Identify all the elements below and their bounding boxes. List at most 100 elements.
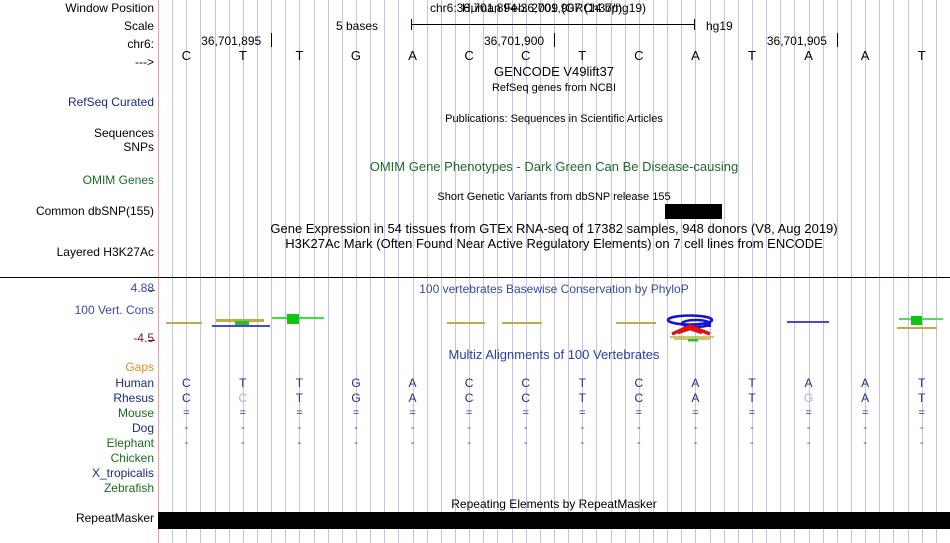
- alignment-cell: G: [351, 391, 361, 405]
- label-repeatmasker[interactable]: RepeatMasker: [75, 511, 154, 525]
- alignment-cell: =: [352, 407, 360, 419]
- assembly-title: Human Feb. 2009 (GRCh37/hg19): [461, 1, 647, 15]
- alignment-cell: =: [409, 407, 416, 419]
- label-100vert-cons[interactable]: 100 Vert. Cons: [74, 303, 154, 317]
- alignment-row-mouse: = = = = = = = = = = = = = =: [158, 407, 950, 420]
- alignment-cell: C: [238, 391, 248, 405]
- alignment-cell: C: [181, 376, 191, 390]
- alignment-cell: T: [239, 376, 247, 390]
- alignment-cell: T: [748, 391, 756, 405]
- alignment-cell: T: [918, 376, 926, 390]
- label-species-gaps: Gaps: [125, 360, 154, 374]
- alignment-cell: -: [750, 437, 754, 449]
- alignment-cell: T: [295, 376, 304, 390]
- alignment-cell: -: [410, 437, 415, 449]
- publications-track-title: Publications: Sequences in Scientific Ar…: [445, 113, 663, 125]
- left-boundary-rule: [158, 0, 159, 543]
- alignment-cell: -: [354, 437, 358, 449]
- alignment-cell: -: [354, 422, 358, 434]
- label-species-zebrafish[interactable]: Zebrafish: [103, 481, 154, 495]
- alignment-cell: C: [521, 391, 531, 405]
- alignment-cell: -: [863, 422, 867, 434]
- alignment-cell: =: [579, 407, 586, 419]
- repeatmasker-feature-bar[interactable]: [158, 512, 950, 529]
- alignment-cell: -: [241, 422, 245, 434]
- alignment-cell: =: [748, 407, 756, 419]
- label-species-xtropicalis[interactable]: X_tropicalis: [91, 466, 154, 480]
- alignment-cell: A: [691, 391, 700, 405]
- dbsnp-variant-block[interactable]: [665, 204, 722, 219]
- sequence-base: T: [748, 48, 756, 63]
- cons-mark: [897, 327, 937, 329]
- conservation-track-separator: [0, 277, 950, 278]
- cons-mark-green-peak: [287, 314, 299, 324]
- alignment-cell: -: [919, 422, 924, 434]
- label-common-dbsnp[interactable]: Common dbSNP(155): [35, 204, 154, 218]
- ruler-tick-mark: [836, 33, 838, 47]
- cons-axis-max-tick: [148, 290, 155, 291]
- alignment-cell: C: [521, 376, 531, 390]
- cons-mark: [502, 322, 542, 324]
- sequence-base: T: [917, 48, 926, 63]
- alignment-cell: -: [523, 437, 528, 449]
- label-publications-seq[interactable]: Sequences: [93, 126, 154, 140]
- sequence-base: T: [295, 48, 304, 63]
- alignment-cell: T: [918, 391, 926, 405]
- sequence-base: C: [521, 48, 531, 63]
- alignment-cell: -: [863, 437, 867, 449]
- alignment-cell: -: [184, 422, 189, 434]
- label-layered-h3k27ac[interactable]: Layered H3K27Ac: [56, 245, 154, 259]
- alignment-cell: A: [408, 391, 417, 405]
- omim-track-title: OMIM Gene Phenotypes - Dark Green Can Be…: [369, 159, 739, 174]
- sequence-base: A: [860, 48, 870, 63]
- alignment-cell: =: [805, 407, 812, 419]
- sequence-base: G: [350, 48, 362, 63]
- alignment-cell: A: [691, 376, 700, 390]
- alignment-cell: =: [183, 407, 190, 419]
- label-omim-genes[interactable]: OMIM Genes: [82, 173, 154, 187]
- dbsnp-track-title: Short Genetic Variants from dbSNP releas…: [437, 191, 671, 203]
- alignment-cell: -: [523, 422, 528, 434]
- alignment-cell: -: [467, 437, 471, 449]
- sequence-base: A: [691, 48, 700, 63]
- multiz-track-title: Multiz Alignments of 100 Vertebrates: [448, 347, 660, 362]
- alignment-cell: =: [239, 407, 247, 419]
- scalebar-right-cap: [694, 19, 695, 30]
- scalebar-line: [411, 24, 695, 25]
- label-species-chicken[interactable]: Chicken: [110, 451, 154, 465]
- alignment-cell: T: [578, 391, 586, 405]
- label-species-mouse[interactable]: Mouse: [117, 406, 154, 420]
- alignment-cell: =: [465, 407, 473, 419]
- alignment-cell: C: [464, 391, 474, 405]
- label-species-human[interactable]: Human: [115, 376, 154, 390]
- label-species-elephant[interactable]: Elephant: [106, 436, 154, 450]
- label-species-dog[interactable]: Dog: [131, 421, 154, 435]
- sequence-base: T: [238, 48, 247, 63]
- sequence-base: C: [634, 48, 644, 63]
- refseq-track-title: RefSeq genes from NCBI: [491, 82, 617, 94]
- label-snps[interactable]: SNPs: [123, 140, 154, 154]
- scale-bases-text: 5 bases: [336, 19, 379, 33]
- alignment-cell: -: [467, 422, 471, 434]
- alignment-cell: -: [693, 422, 698, 434]
- label-scale: Scale: [123, 19, 154, 33]
- alignment-cell: A: [861, 391, 870, 405]
- cons-axis-min-tick: [148, 340, 155, 341]
- cons-mark-blue: [212, 325, 270, 327]
- alignment-cell: -: [919, 437, 924, 449]
- cons-mark-green: [235, 321, 249, 325]
- label-species-rhesus[interactable]: Rhesus: [113, 391, 154, 405]
- locus-text: chr6:36,701,894-36,701,907 (14 bp): [430, 1, 623, 15]
- alignment-cell: A: [804, 376, 813, 390]
- track-label-column: Window Position Scale chr6: ---> RefSeq …: [0, 0, 158, 543]
- alignment-cell: -: [806, 437, 811, 449]
- cons-mark: [216, 319, 264, 322]
- alignment-cell: A: [861, 376, 870, 390]
- alignment-cell: C: [634, 376, 644, 390]
- alignment-cell: G: [351, 376, 361, 390]
- alignment-cell: -: [297, 437, 302, 449]
- label-refseq-curated[interactable]: RefSeq Curated: [67, 95, 154, 109]
